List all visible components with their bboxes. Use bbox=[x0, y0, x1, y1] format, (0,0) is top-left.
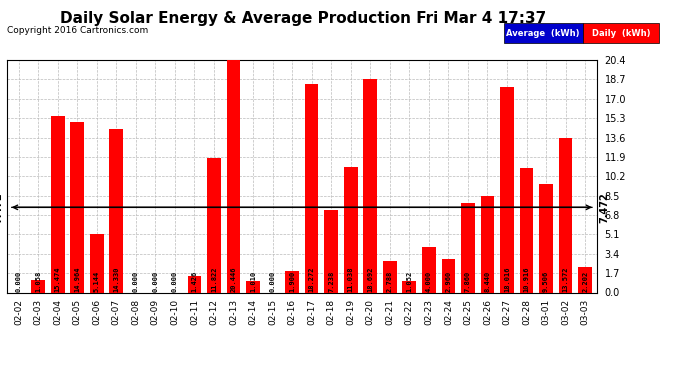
Text: 0.000: 0.000 bbox=[270, 271, 275, 292]
Bar bbox=[324, 210, 338, 292]
Bar bbox=[110, 129, 123, 292]
Bar bbox=[305, 84, 319, 292]
Text: 5.144: 5.144 bbox=[94, 271, 100, 292]
Bar bbox=[500, 87, 514, 292]
Text: 9.506: 9.506 bbox=[543, 271, 549, 292]
Bar bbox=[383, 261, 397, 292]
Bar bbox=[442, 259, 455, 292]
Bar bbox=[207, 158, 221, 292]
Text: 1.426: 1.426 bbox=[191, 271, 197, 292]
Bar bbox=[90, 234, 104, 292]
Text: 2.788: 2.788 bbox=[387, 271, 393, 292]
Bar bbox=[285, 271, 299, 292]
Text: 1.058: 1.058 bbox=[35, 271, 41, 292]
Text: 2.202: 2.202 bbox=[582, 271, 588, 292]
Bar bbox=[70, 122, 84, 292]
Bar bbox=[559, 138, 573, 292]
Bar bbox=[51, 116, 65, 292]
Text: 13.572: 13.572 bbox=[562, 266, 569, 292]
Bar bbox=[422, 247, 435, 292]
Text: Average  (kWh): Average (kWh) bbox=[506, 28, 580, 38]
Text: Daily Solar Energy & Average Production Fri Mar 4 17:37: Daily Solar Energy & Average Production … bbox=[61, 11, 546, 26]
Text: 0.000: 0.000 bbox=[152, 271, 159, 292]
Text: 18.016: 18.016 bbox=[504, 266, 510, 292]
Text: 11.822: 11.822 bbox=[211, 266, 217, 292]
Text: 0.000: 0.000 bbox=[172, 271, 178, 292]
Bar bbox=[402, 280, 416, 292]
Bar bbox=[461, 203, 475, 292]
Bar bbox=[520, 168, 533, 292]
Text: 4.000: 4.000 bbox=[426, 271, 432, 292]
Text: 1.052: 1.052 bbox=[406, 271, 413, 292]
Text: 7.472: 7.472 bbox=[0, 192, 3, 223]
Text: 0.000: 0.000 bbox=[16, 271, 21, 292]
Text: 11.038: 11.038 bbox=[348, 266, 354, 292]
Text: 0.000: 0.000 bbox=[133, 271, 139, 292]
Text: 14.964: 14.964 bbox=[75, 266, 80, 292]
Bar bbox=[344, 167, 357, 292]
Bar bbox=[539, 184, 553, 292]
Text: 7.860: 7.860 bbox=[465, 271, 471, 292]
Bar bbox=[481, 196, 494, 292]
Text: 14.330: 14.330 bbox=[113, 266, 119, 292]
Text: 2.960: 2.960 bbox=[445, 271, 451, 292]
Bar bbox=[578, 267, 592, 292]
Text: 7.238: 7.238 bbox=[328, 271, 334, 292]
Text: 20.446: 20.446 bbox=[230, 266, 237, 292]
Text: 18.692: 18.692 bbox=[367, 266, 373, 292]
Text: 7.472: 7.472 bbox=[599, 192, 609, 223]
Bar bbox=[188, 276, 201, 292]
Text: 18.272: 18.272 bbox=[308, 266, 315, 292]
Text: 8.440: 8.440 bbox=[484, 271, 491, 292]
Bar bbox=[364, 80, 377, 292]
Bar bbox=[246, 281, 260, 292]
Text: 1.900: 1.900 bbox=[289, 271, 295, 292]
Bar bbox=[31, 280, 45, 292]
Bar bbox=[227, 60, 240, 292]
Text: Daily  (kWh): Daily (kWh) bbox=[592, 28, 650, 38]
Text: 1.010: 1.010 bbox=[250, 271, 256, 292]
Text: 10.916: 10.916 bbox=[524, 266, 529, 292]
Text: Copyright 2016 Cartronics.com: Copyright 2016 Cartronics.com bbox=[7, 26, 148, 35]
Text: 15.474: 15.474 bbox=[55, 266, 61, 292]
